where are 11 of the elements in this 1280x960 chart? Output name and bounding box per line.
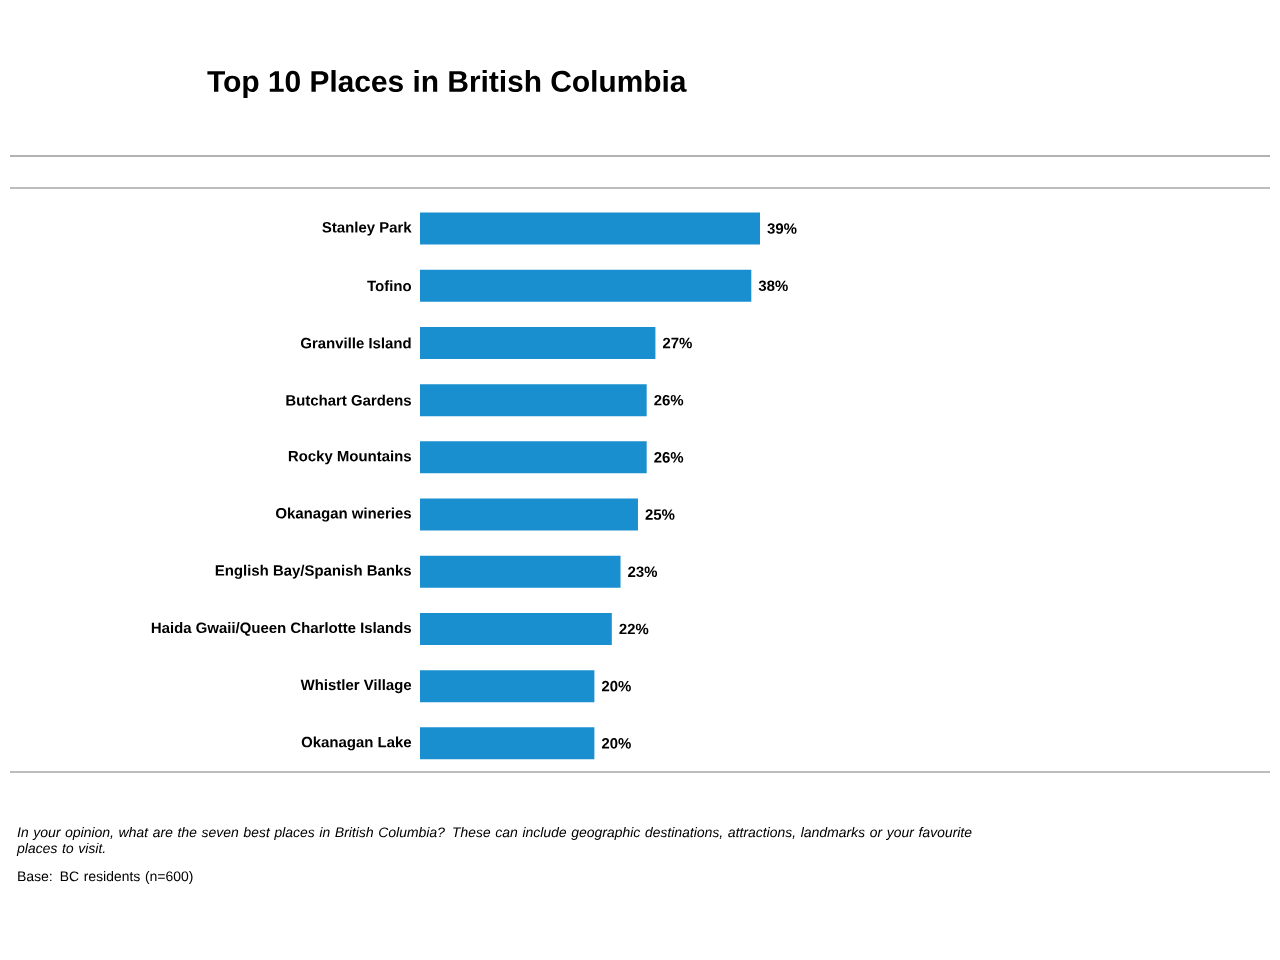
bar	[420, 498, 638, 531]
bar	[420, 441, 647, 474]
bar	[420, 384, 647, 417]
bar	[420, 612, 612, 645]
bar	[420, 212, 761, 245]
bar	[420, 326, 656, 359]
chart-title: Top 10 Places in British Columbia	[207, 70, 687, 98]
bar	[420, 670, 595, 703]
bar	[420, 555, 621, 588]
bar	[420, 727, 595, 760]
bar	[420, 269, 752, 302]
